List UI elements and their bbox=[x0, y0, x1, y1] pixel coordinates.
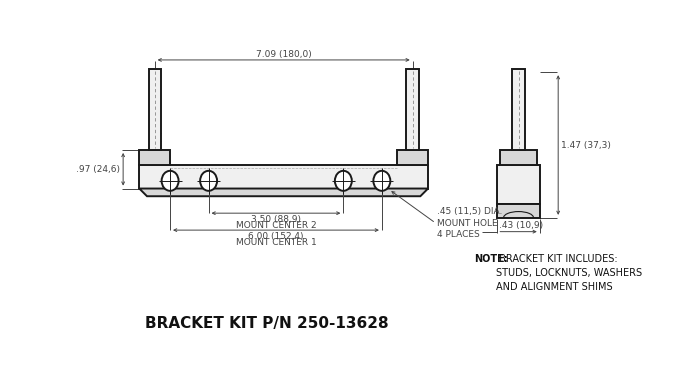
Ellipse shape bbox=[162, 171, 178, 191]
Text: BRACKET KIT INCLUDES:
STUDS, LOCKNUTS, WASHERS
AND ALIGNMENT SHIMS: BRACKET KIT INCLUDES: STUDS, LOCKNUTS, W… bbox=[496, 254, 642, 292]
Bar bbox=[148, 69, 161, 150]
Text: .97 (24,6): .97 (24,6) bbox=[76, 165, 120, 174]
Bar bbox=[139, 150, 170, 166]
Bar bbox=[398, 150, 428, 166]
Ellipse shape bbox=[200, 171, 217, 191]
Text: NOTE:: NOTE: bbox=[475, 254, 508, 264]
Bar bbox=[139, 166, 428, 189]
Text: 1.47 (37,3): 1.47 (37,3) bbox=[561, 141, 611, 149]
Text: .45 (11,5) DIA.
MOUNT HOLE
4 PLACES: .45 (11,5) DIA. MOUNT HOLE 4 PLACES bbox=[438, 207, 503, 240]
Ellipse shape bbox=[373, 171, 391, 191]
Text: 6.00 (152,4): 6.00 (152,4) bbox=[248, 232, 304, 241]
Text: 3.50 (88,9): 3.50 (88,9) bbox=[251, 215, 301, 224]
Ellipse shape bbox=[335, 171, 352, 191]
Text: BRACKET KIT P/N 250-13628: BRACKET KIT P/N 250-13628 bbox=[144, 316, 389, 331]
Polygon shape bbox=[139, 189, 428, 196]
Text: 7.09 (180,0): 7.09 (180,0) bbox=[256, 50, 312, 59]
Bar bbox=[497, 166, 540, 204]
Bar bbox=[407, 69, 419, 150]
Bar bbox=[500, 150, 537, 166]
Text: MOUNT CENTER 2: MOUNT CENTER 2 bbox=[236, 221, 316, 230]
Text: MOUNT CENTER 1: MOUNT CENTER 1 bbox=[236, 238, 316, 247]
Bar bbox=[497, 204, 540, 218]
Text: .43 (10,9): .43 (10,9) bbox=[499, 221, 543, 230]
Bar bbox=[512, 69, 525, 150]
